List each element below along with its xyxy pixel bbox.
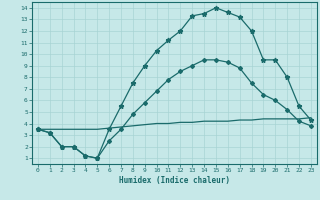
X-axis label: Humidex (Indice chaleur): Humidex (Indice chaleur) (119, 176, 230, 185)
